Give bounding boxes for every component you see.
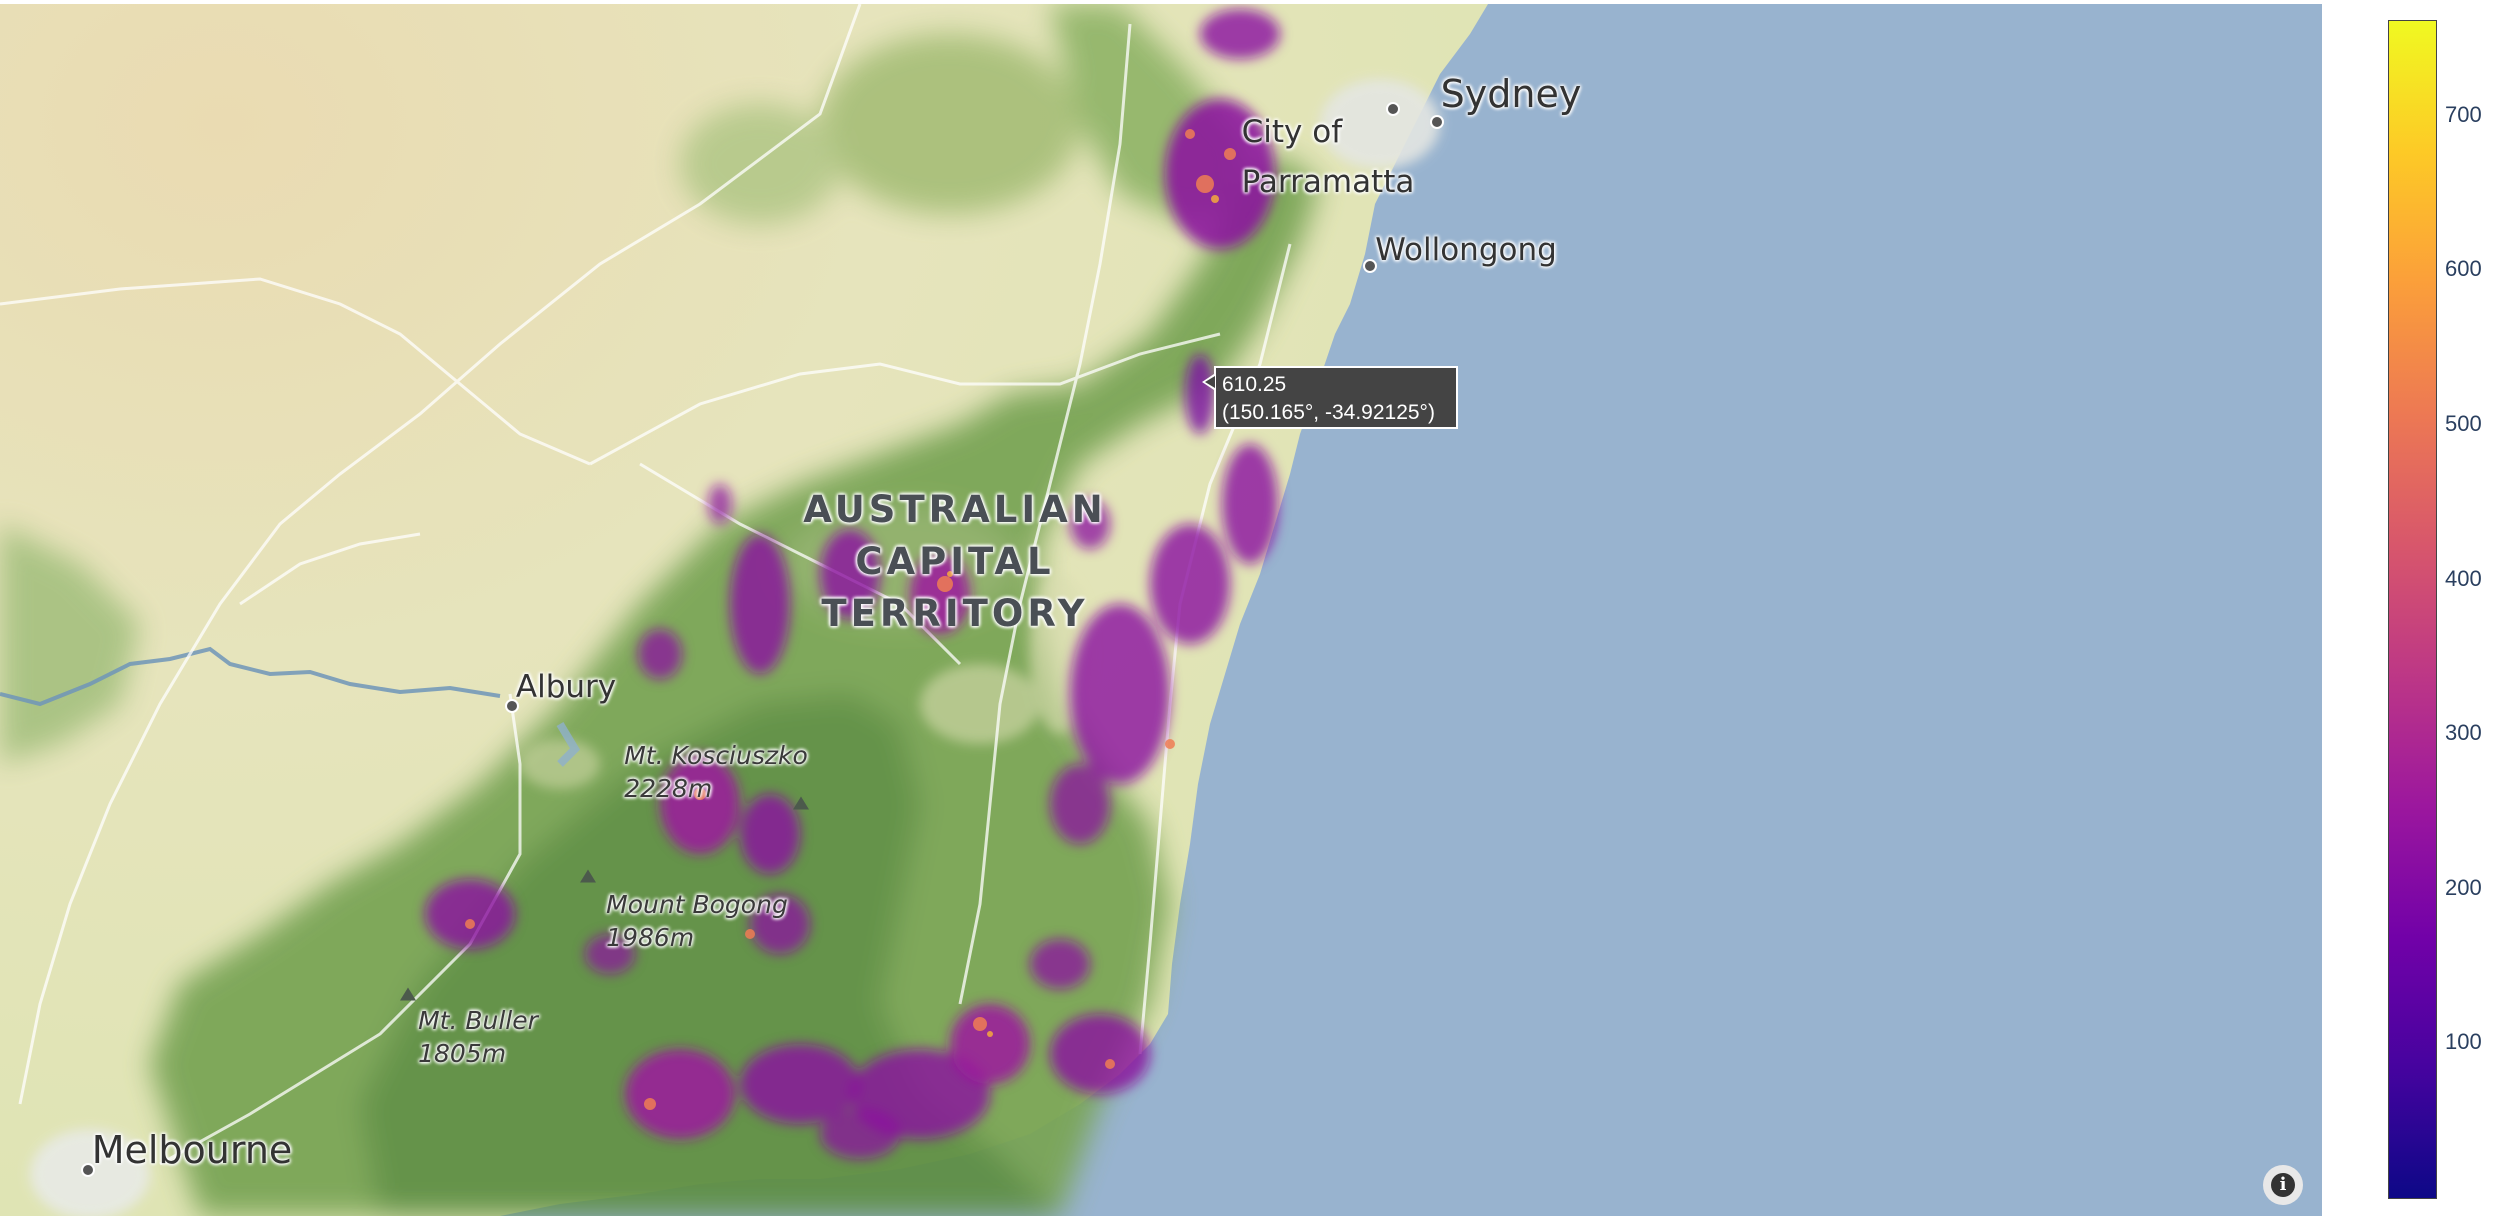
bogong-label: Mount Bogong 1986m xyxy=(606,890,788,952)
water-reservoir xyxy=(556,721,581,767)
colorbar-tick-700: 700 xyxy=(2445,101,2482,127)
albury-label: Albury xyxy=(515,669,617,705)
wollongong-label: Wollongong xyxy=(1375,232,1557,268)
terrain-basemap xyxy=(0,4,1488,1216)
kosciuszko-label: Mt. Kosciuszko 2228m xyxy=(624,741,808,803)
sydney-marker xyxy=(1430,115,1444,129)
forest-great-dividing-range xyxy=(150,154,1320,1216)
colorbar-tick-500: 500 xyxy=(2445,410,2482,436)
tooltip-pointer xyxy=(1202,374,1215,390)
act-region-label: AUSTRALIAN CAPITAL TERRITORY xyxy=(803,488,1107,635)
sydney-label: Sydney xyxy=(1440,72,1582,116)
density-heat-overlay xyxy=(425,9,1280,1159)
hover-tooltip: 610.25 (150.165°, -34.92125°) xyxy=(1202,366,1458,429)
parramatta-label: City of Parramatta xyxy=(1241,114,1415,200)
hover-coordinates: (150.165°, -34.92125°) xyxy=(1222,401,1435,424)
colorbar-tick-100: 100 xyxy=(2445,1029,2482,1055)
colorbar xyxy=(2388,20,2437,1199)
buller-peak-marker xyxy=(400,987,416,1001)
sydney-secondary-marker xyxy=(1386,102,1400,116)
state-border xyxy=(0,646,501,707)
colorbar-tick-400: 400 xyxy=(2445,565,2482,591)
colorbar-tick-600: 600 xyxy=(2445,256,2482,282)
melbourne-marker xyxy=(81,1163,95,1177)
hover-value: 610.25 xyxy=(1222,373,1287,396)
map-info-button[interactable]: i xyxy=(2263,1165,2303,1205)
colorbar-tick-200: 200 xyxy=(2445,874,2482,900)
wollongong-marker xyxy=(1363,259,1377,273)
albury-marker xyxy=(505,699,519,713)
info-icon: i xyxy=(2271,1173,2295,1197)
melbourne-label: Melbourne xyxy=(91,1128,293,1172)
road-network xyxy=(0,4,1292,1166)
buller-label: Mt. Buller 1805m xyxy=(418,1006,538,1068)
bogong-peak-marker xyxy=(580,869,596,883)
colorbar-tick-300: 300 xyxy=(2445,720,2482,746)
kosciuszko-peak-marker xyxy=(793,796,809,810)
map-canvas[interactable]: Sydney City of Parramatta Wollongong Alb… xyxy=(0,4,2322,1216)
